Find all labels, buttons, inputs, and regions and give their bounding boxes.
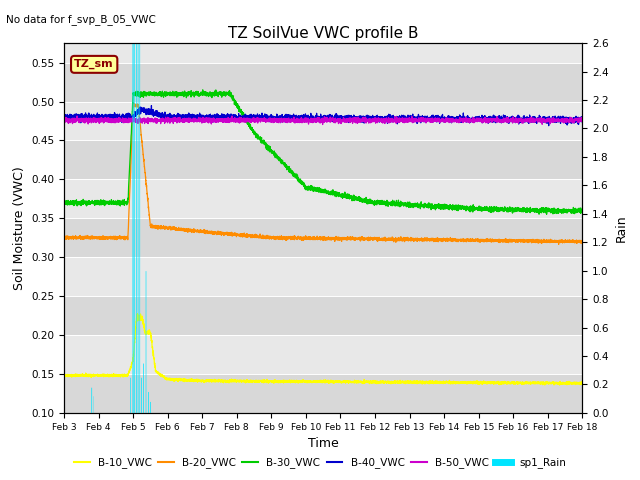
Bar [64,374,582,413]
Text: TZ_sm: TZ_sm [74,59,114,70]
Bar [64,63,582,102]
Bar [64,180,582,218]
Bar [64,257,582,296]
Legend: B-10_VWC, B-20_VWC, B-30_VWC, B-40_VWC, B-50_VWC, sp1_Rain: B-10_VWC, B-20_VWC, B-30_VWC, B-40_VWC, … [70,453,570,472]
Y-axis label: Soil Moisture (VWC): Soil Moisture (VWC) [13,166,26,290]
Bar [64,296,582,335]
Y-axis label: Rain: Rain [614,214,627,242]
Title: TZ SoilVue VWC profile B: TZ SoilVue VWC profile B [228,25,419,41]
X-axis label: Time: Time [308,437,339,450]
Bar [64,218,582,257]
Bar [64,141,582,180]
Bar [64,102,582,141]
Text: No data for f_svp_B_05_VWC: No data for f_svp_B_05_VWC [6,14,156,25]
Bar [64,335,582,374]
